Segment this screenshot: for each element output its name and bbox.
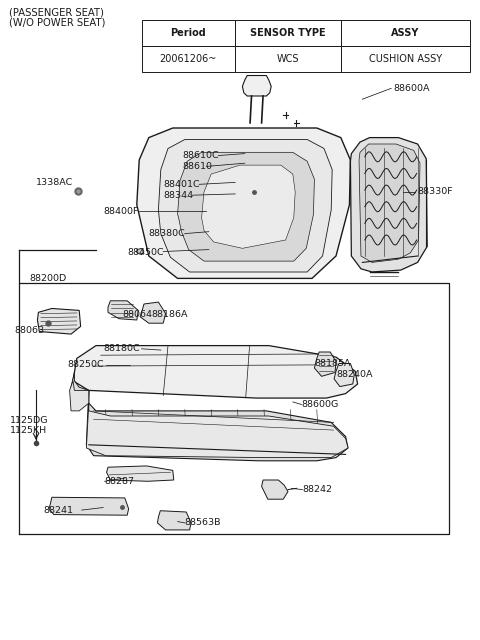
Text: 20061206~: 20061206~ bbox=[160, 54, 217, 64]
Polygon shape bbox=[178, 152, 314, 261]
Polygon shape bbox=[262, 480, 288, 499]
Text: ASSY: ASSY bbox=[391, 28, 420, 38]
Text: CUSHION ASSY: CUSHION ASSY bbox=[369, 54, 442, 64]
Text: 88600A: 88600A bbox=[394, 84, 430, 93]
Bar bbox=[235, 20, 341, 46]
Polygon shape bbox=[202, 165, 295, 248]
Polygon shape bbox=[350, 138, 427, 272]
Text: 88610C: 88610C bbox=[182, 151, 219, 160]
Polygon shape bbox=[140, 302, 166, 323]
Text: 88063: 88063 bbox=[14, 326, 45, 335]
Polygon shape bbox=[49, 497, 129, 515]
Polygon shape bbox=[71, 372, 89, 400]
Polygon shape bbox=[137, 248, 144, 255]
Polygon shape bbox=[86, 390, 348, 461]
Text: 88400F: 88400F bbox=[103, 207, 139, 216]
Polygon shape bbox=[107, 466, 174, 481]
Text: (PASSENGER SEAT): (PASSENGER SEAT) bbox=[9, 8, 104, 18]
Polygon shape bbox=[158, 140, 332, 272]
Text: 88344: 88344 bbox=[163, 191, 193, 200]
Polygon shape bbox=[70, 381, 89, 411]
Polygon shape bbox=[334, 364, 354, 387]
Polygon shape bbox=[359, 144, 420, 262]
Text: 88401C: 88401C bbox=[163, 180, 200, 189]
Text: 88200D: 88200D bbox=[30, 274, 67, 283]
Text: 88180C: 88180C bbox=[103, 344, 140, 353]
Text: Period: Period bbox=[170, 28, 206, 38]
Text: SENSOR TYPE: SENSOR TYPE bbox=[250, 28, 326, 38]
Polygon shape bbox=[73, 346, 358, 398]
Text: 88380C: 88380C bbox=[149, 229, 186, 238]
Text: 88600G: 88600G bbox=[301, 400, 339, 409]
Text: (W/O POWER SEAT): (W/O POWER SEAT) bbox=[9, 17, 105, 28]
Text: 88242: 88242 bbox=[302, 485, 332, 494]
Bar bbox=[341, 46, 470, 72]
Polygon shape bbox=[137, 128, 350, 278]
Text: 88330F: 88330F bbox=[418, 188, 453, 196]
Text: 88250C: 88250C bbox=[67, 360, 104, 369]
Text: 1338AC: 1338AC bbox=[36, 178, 73, 187]
Text: 88240A: 88240A bbox=[336, 370, 372, 379]
Polygon shape bbox=[157, 511, 191, 530]
Text: 88241: 88241 bbox=[43, 506, 73, 515]
Text: 1125KH: 1125KH bbox=[10, 426, 47, 435]
Text: 88450C: 88450C bbox=[127, 248, 164, 257]
Text: 88287: 88287 bbox=[105, 477, 134, 486]
Text: 88610: 88610 bbox=[182, 162, 212, 171]
Polygon shape bbox=[314, 352, 336, 376]
Text: 1125DG: 1125DG bbox=[10, 416, 48, 425]
Polygon shape bbox=[86, 403, 348, 458]
Polygon shape bbox=[37, 308, 81, 334]
Text: 88563B: 88563B bbox=[185, 518, 221, 527]
Bar bbox=[341, 20, 470, 46]
Bar bbox=[142, 20, 235, 46]
Bar bbox=[142, 46, 235, 72]
Text: WCS: WCS bbox=[277, 54, 299, 64]
Text: 88185A: 88185A bbox=[314, 359, 351, 368]
Bar bbox=[235, 46, 341, 72]
Text: 88186A: 88186A bbox=[151, 310, 188, 319]
Polygon shape bbox=[108, 301, 138, 320]
Polygon shape bbox=[242, 76, 271, 96]
Text: 88064: 88064 bbox=[122, 310, 153, 319]
